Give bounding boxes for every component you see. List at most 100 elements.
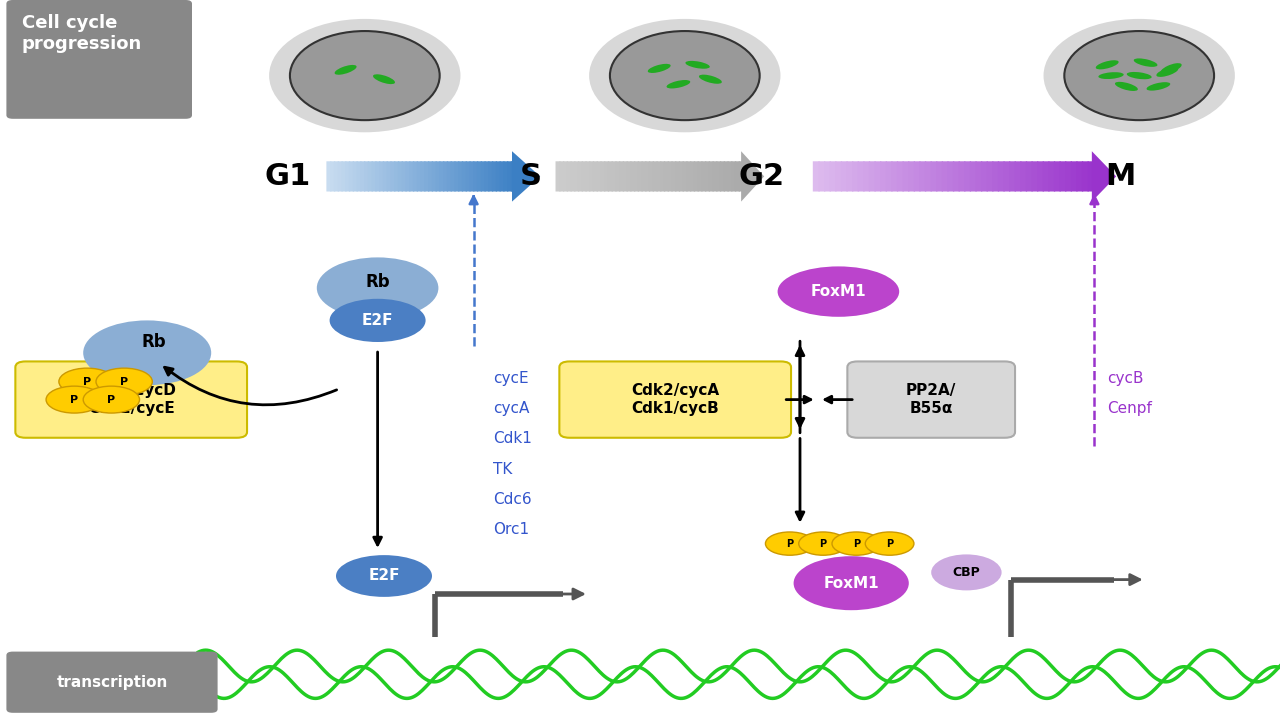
FancyBboxPatch shape [579,161,582,192]
FancyBboxPatch shape [1009,161,1016,192]
Ellipse shape [83,386,140,413]
FancyBboxPatch shape [709,161,714,192]
FancyBboxPatch shape [908,161,915,192]
Text: Rb: Rb [365,273,390,291]
FancyBboxPatch shape [495,161,500,192]
Text: Cenpf: Cenpf [1107,401,1152,416]
FancyBboxPatch shape [474,161,479,192]
FancyBboxPatch shape [947,161,954,192]
Ellipse shape [330,299,425,342]
FancyBboxPatch shape [375,161,380,192]
FancyBboxPatch shape [353,161,358,192]
Ellipse shape [667,80,690,89]
FancyBboxPatch shape [589,161,594,192]
FancyBboxPatch shape [626,161,631,192]
Text: P: P [83,377,91,387]
FancyBboxPatch shape [824,161,831,192]
Text: S: S [520,162,543,191]
FancyBboxPatch shape [371,161,376,192]
FancyBboxPatch shape [701,161,707,192]
Ellipse shape [1096,60,1119,69]
Ellipse shape [1161,63,1181,73]
Ellipse shape [372,74,396,84]
FancyBboxPatch shape [634,161,639,192]
Ellipse shape [799,532,847,555]
Text: P: P [786,539,794,549]
FancyBboxPatch shape [563,161,568,192]
FancyBboxPatch shape [559,361,791,438]
FancyBboxPatch shape [387,161,392,192]
Ellipse shape [316,257,438,318]
FancyBboxPatch shape [439,161,444,192]
FancyBboxPatch shape [653,161,658,192]
FancyBboxPatch shape [6,0,192,119]
Ellipse shape [96,368,152,395]
FancyBboxPatch shape [942,161,948,192]
FancyBboxPatch shape [980,161,988,192]
FancyBboxPatch shape [571,161,576,192]
FancyBboxPatch shape [443,161,448,192]
Ellipse shape [1065,31,1215,120]
Text: P: P [819,539,827,549]
Text: P: P [108,395,115,405]
Ellipse shape [611,31,760,120]
FancyBboxPatch shape [470,161,475,192]
Ellipse shape [1115,82,1138,91]
FancyBboxPatch shape [338,161,343,192]
FancyBboxPatch shape [664,161,669,192]
FancyBboxPatch shape [992,161,1000,192]
Text: E2F: E2F [369,569,399,583]
Polygon shape [512,151,540,202]
Ellipse shape [1156,67,1179,77]
Text: FoxM1: FoxM1 [810,284,867,299]
FancyBboxPatch shape [559,161,564,192]
FancyBboxPatch shape [959,161,965,192]
Ellipse shape [589,19,781,132]
FancyBboxPatch shape [1065,161,1071,192]
FancyBboxPatch shape [637,161,643,192]
FancyBboxPatch shape [891,161,899,192]
FancyBboxPatch shape [1048,161,1055,192]
FancyBboxPatch shape [431,161,436,192]
FancyBboxPatch shape [567,161,572,192]
FancyBboxPatch shape [846,161,854,192]
Ellipse shape [832,532,881,555]
FancyBboxPatch shape [15,361,247,438]
Text: G1: G1 [265,162,311,191]
Ellipse shape [932,554,1002,590]
Text: G2: G2 [739,162,785,191]
FancyBboxPatch shape [484,161,489,192]
FancyBboxPatch shape [841,161,847,192]
FancyBboxPatch shape [406,161,411,192]
FancyBboxPatch shape [556,161,561,192]
FancyBboxPatch shape [488,161,493,192]
FancyBboxPatch shape [585,161,590,192]
FancyBboxPatch shape [394,161,399,192]
Ellipse shape [865,532,914,555]
FancyBboxPatch shape [424,161,429,192]
FancyBboxPatch shape [390,161,396,192]
FancyBboxPatch shape [1025,161,1033,192]
FancyBboxPatch shape [481,161,485,192]
FancyBboxPatch shape [402,161,407,192]
FancyBboxPatch shape [1043,161,1050,192]
FancyBboxPatch shape [492,161,497,192]
FancyBboxPatch shape [454,161,460,192]
FancyBboxPatch shape [499,161,504,192]
FancyBboxPatch shape [507,161,512,192]
FancyBboxPatch shape [694,161,699,192]
FancyBboxPatch shape [604,161,609,192]
FancyBboxPatch shape [462,161,467,192]
FancyBboxPatch shape [326,161,332,192]
FancyBboxPatch shape [346,161,351,192]
FancyBboxPatch shape [874,161,882,192]
Ellipse shape [765,532,814,555]
FancyBboxPatch shape [897,161,904,192]
FancyBboxPatch shape [435,161,440,192]
FancyBboxPatch shape [1060,161,1066,192]
FancyBboxPatch shape [863,161,870,192]
Text: P: P [886,539,893,549]
FancyBboxPatch shape [477,161,483,192]
FancyBboxPatch shape [1088,161,1094,192]
FancyBboxPatch shape [1070,161,1078,192]
